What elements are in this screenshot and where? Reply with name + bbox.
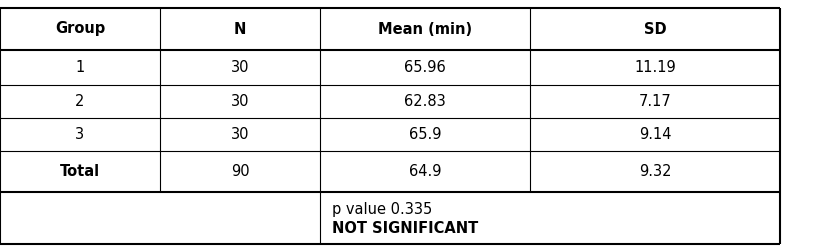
Text: 30: 30 [231,127,249,142]
Text: 30: 30 [231,60,249,75]
Text: 62.83: 62.83 [404,94,446,109]
Text: Total: Total [60,164,100,179]
Text: N: N [234,21,246,37]
Text: p value 0.335: p value 0.335 [332,202,432,217]
Text: 65.96: 65.96 [404,60,446,75]
Text: 65.9: 65.9 [409,127,441,142]
Text: 7.17: 7.17 [639,94,671,109]
Text: 30: 30 [231,94,249,109]
Text: 1: 1 [75,60,84,75]
Text: Group: Group [55,21,105,37]
Text: 9.14: 9.14 [639,127,671,142]
Text: 9.32: 9.32 [639,164,671,179]
Text: NOT SIGNIFICANT: NOT SIGNIFICANT [332,221,478,236]
Text: 90: 90 [231,164,249,179]
Text: 11.19: 11.19 [635,60,675,75]
Text: SD: SD [644,21,666,37]
Text: 64.9: 64.9 [409,164,441,179]
Text: 2: 2 [75,94,84,109]
Text: 3: 3 [75,127,84,142]
Text: Mean (min): Mean (min) [378,21,472,37]
